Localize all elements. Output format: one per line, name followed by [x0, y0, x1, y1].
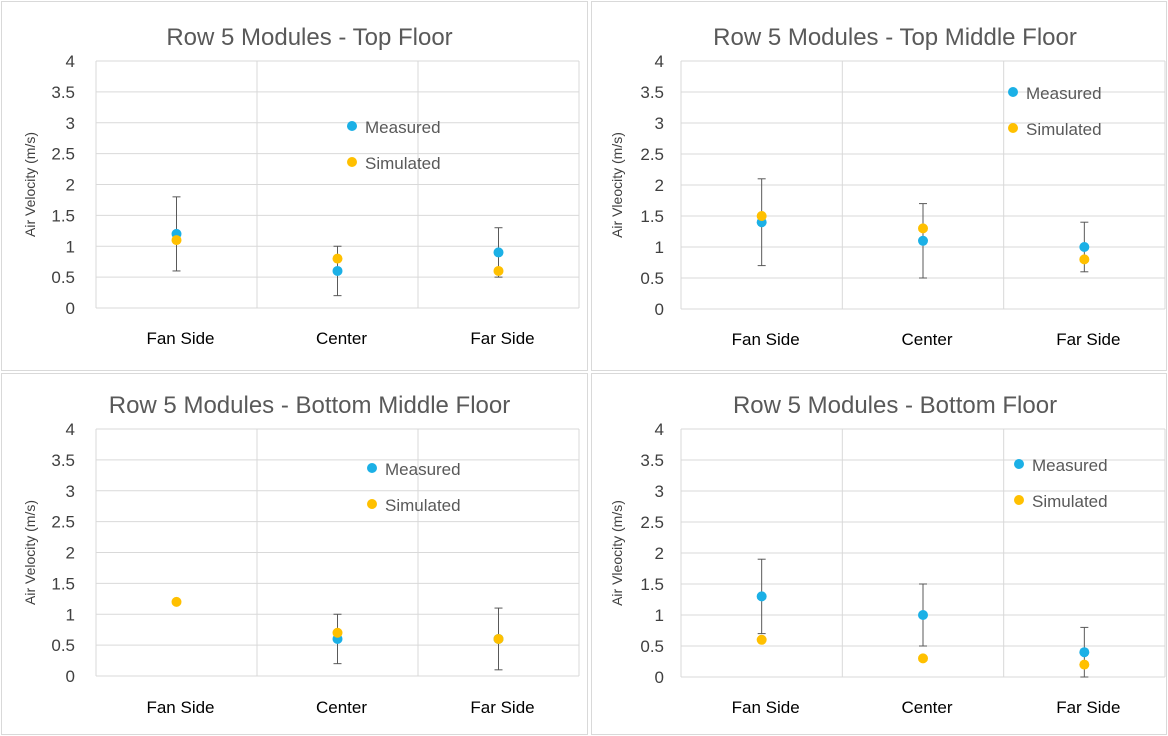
simulated-point [918, 223, 928, 234]
chart-title: Row 5 Modules - Top Middle Floor [713, 24, 1077, 51]
chart-title: Row 5 Modules - Bottom Middle Floor [109, 392, 510, 419]
measured-point [1079, 242, 1090, 252]
y-tick-label: 4 [655, 52, 664, 71]
x-category-label: Far Side [470, 698, 534, 717]
chart-title: Row 5 Modules - Bottom Floor [733, 392, 1057, 419]
legend-marker [367, 463, 377, 473]
y-tick-label: 2.5 [640, 145, 664, 164]
y-tick-label: 0.5 [51, 268, 75, 287]
legend-label: Simulated [365, 154, 441, 173]
legend-marker [347, 157, 357, 167]
y-tick-label: 1 [655, 606, 664, 625]
y-tick-label: 0 [655, 668, 664, 687]
chart-svg: Row 5 Modules - Bottom Middle Floor 0 0.5 1… [22, 392, 580, 717]
chart-panel-top-middle-floor: Row 5 Modules - Top Middle Floor 0 0.5 1 1.5… [591, 1, 1167, 371]
legend-label: Simulated [1026, 120, 1102, 139]
y-tick-label: 2 [655, 176, 664, 195]
y-tick-label: 4 [66, 52, 75, 71]
y-tick-label: 3 [66, 114, 75, 133]
chart-panel-top-floor: Row 5 Modules - Top Floor 0 0.5 1 1.5 2 2.5 3 3.… [1, 1, 588, 371]
y-tick-label: 1 [66, 605, 75, 624]
y-tick-label: 1 [66, 237, 75, 256]
simulated-point [332, 627, 343, 638]
y-tick-label: 0 [655, 300, 664, 319]
x-category-label: Center [316, 698, 367, 717]
x-category-label: Far Side [1056, 330, 1120, 349]
y-tick-label: 2 [66, 176, 75, 195]
y-tick-label: 3 [655, 482, 664, 501]
x-category-label: Fan Side [146, 698, 214, 717]
measured-point [918, 235, 928, 246]
measured-point [918, 610, 928, 620]
legend-marker [1008, 87, 1018, 97]
x-category-label: Far Side [470, 329, 534, 348]
chart-svg: Row 5 Modules - Top Floor 0 0.5 1 1.5 2 2.5 3 3.… [22, 24, 580, 348]
y-tick-label: 4 [655, 420, 664, 439]
y-axis-label: Air Velocity (m/s) [22, 500, 38, 605]
legend-label: Measured [1026, 84, 1102, 103]
y-tick-label: 3.5 [640, 451, 664, 470]
measured-point [493, 247, 504, 258]
x-category-label: Fan Side [732, 330, 800, 349]
x-category-label: Center [901, 698, 952, 717]
simulated-point [171, 235, 182, 246]
simulated-point [332, 253, 343, 264]
simulated-point [756, 634, 767, 645]
y-tick-label: 2.5 [51, 145, 75, 164]
simulated-point [493, 633, 504, 644]
measured-point [756, 591, 767, 602]
y-tick-label: 1.5 [51, 574, 75, 593]
measured-point [1079, 647, 1090, 658]
y-tick-label: 1 [655, 238, 664, 257]
chart-title: Row 5 Modules - Top Floor [166, 24, 452, 51]
chart-svg: Row 5 Modules - Bottom Floor 0 0.5 1 1.5 2 2.5… [609, 392, 1166, 717]
legend-marker [1014, 459, 1024, 469]
y-tick-label: 3 [66, 482, 75, 501]
y-tick-label: 1.5 [51, 206, 75, 225]
x-category-label: Fan Side [732, 698, 800, 717]
simulated-point [1079, 659, 1090, 670]
y-axis-label: Air Vleocity (m/s) [609, 132, 625, 238]
simulated-point [756, 211, 767, 221]
chart-svg: Row 5 Modules - Top Middle Floor 0 0.5 1 1.5… [609, 24, 1166, 349]
y-tick-label: 2.5 [51, 513, 75, 532]
legend-marker [347, 121, 357, 131]
legend-label: Simulated [1032, 492, 1108, 511]
measured-point [332, 265, 343, 276]
y-tick-label: 0.5 [640, 637, 664, 656]
chart-panel-bottom-floor: Row 5 Modules - Bottom Floor 0 0.5 1 1.5 2 2.5… [591, 373, 1167, 735]
y-tick-label: 2.5 [640, 513, 664, 532]
y-axis-label: Air Vleocity (m/s) [609, 500, 625, 606]
simulated-point [171, 596, 182, 607]
simulated-point [918, 653, 928, 664]
chart-panel-bottom-middle-floor: Row 5 Modules - Bottom Middle Floor 0 0.5 1… [1, 373, 588, 735]
y-tick-label: 2 [655, 544, 664, 563]
simulated-point [493, 265, 504, 276]
y-tick-label: 2 [66, 544, 75, 563]
simulated-point [1079, 254, 1090, 265]
x-category-label: Far Side [1056, 698, 1120, 717]
legend-label: Measured [365, 118, 441, 137]
y-tick-label: 3.5 [640, 83, 664, 102]
y-tick-label: 1.5 [640, 575, 664, 594]
x-category-label: Center [901, 330, 952, 349]
legend-label: Measured [1032, 456, 1108, 475]
y-tick-label: 3.5 [51, 83, 75, 102]
x-category-label: Center [316, 329, 367, 348]
y-tick-label: 1.5 [640, 207, 664, 226]
legend-label: Measured [385, 460, 461, 479]
y-tick-label: 3 [655, 114, 664, 133]
y-tick-label: 3.5 [51, 451, 75, 470]
legend-marker [1008, 123, 1018, 133]
y-axis-label: Air Velocity (m/s) [22, 132, 38, 237]
y-tick-label: 0.5 [51, 636, 75, 655]
legend-label: Simulated [385, 496, 461, 515]
y-tick-label: 0 [66, 299, 75, 318]
y-tick-label: 0 [66, 667, 75, 686]
legend-marker [1014, 495, 1024, 505]
y-tick-label: 0.5 [640, 269, 664, 288]
x-category-label: Fan Side [146, 329, 214, 348]
legend-marker [367, 499, 377, 509]
y-tick-label: 4 [66, 420, 75, 439]
